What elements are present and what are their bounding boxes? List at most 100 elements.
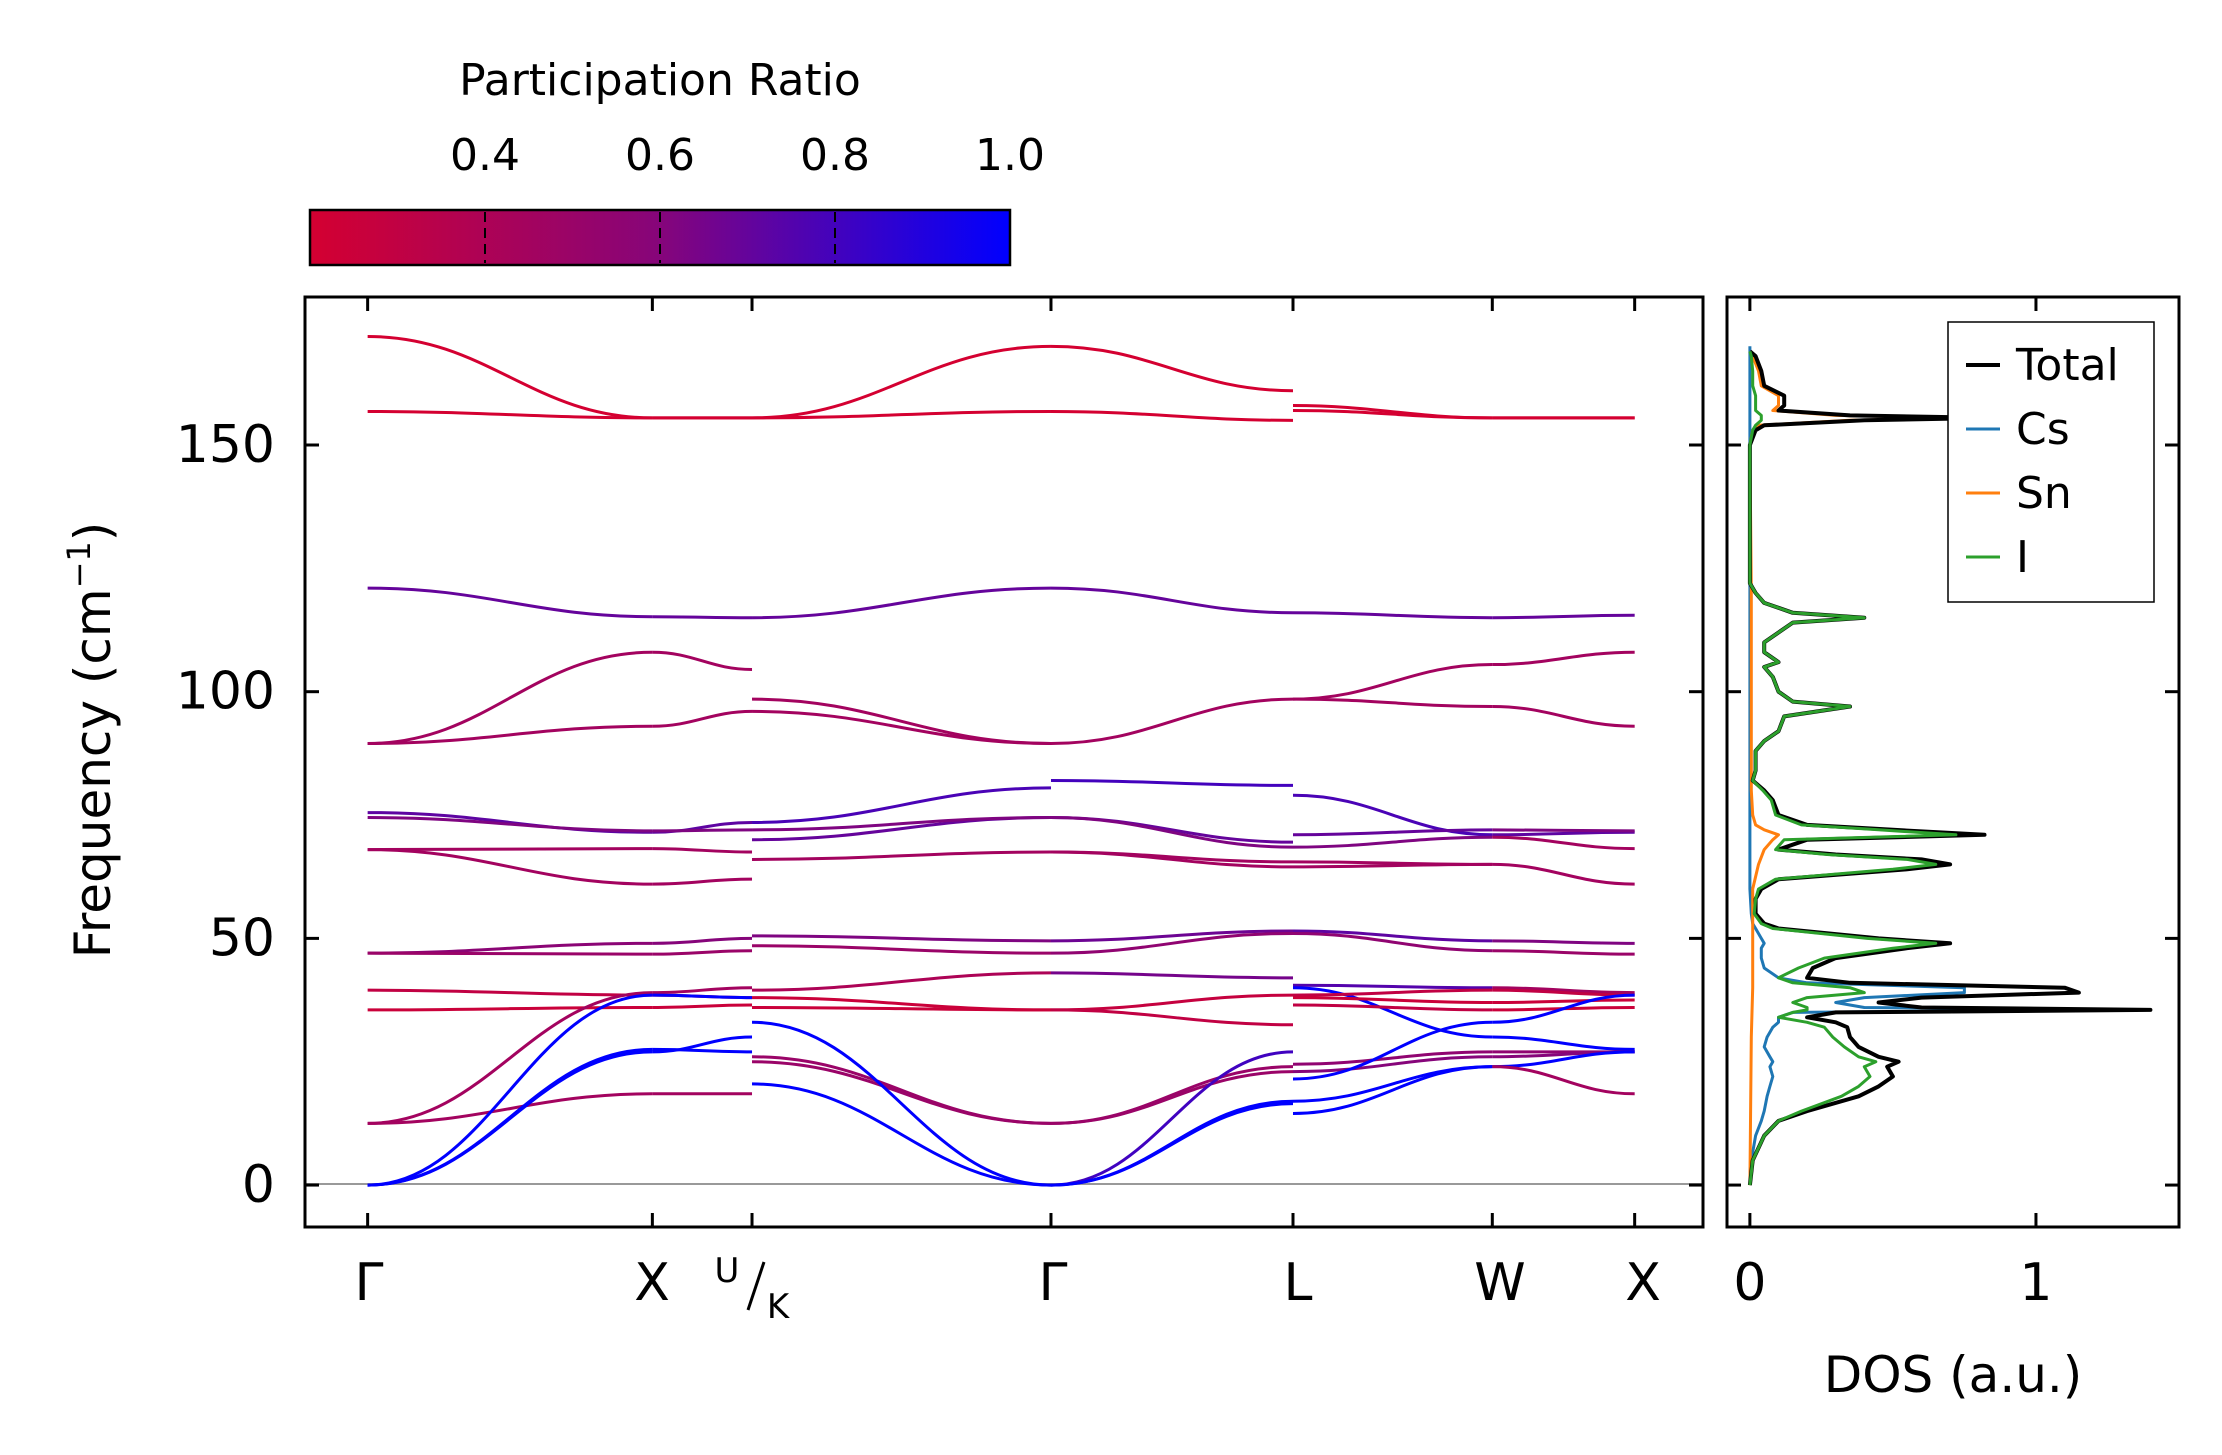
phonon-band-line xyxy=(752,697,1051,745)
phonon-band-line xyxy=(1492,993,1635,1024)
phonon-band-line xyxy=(367,1092,653,1125)
phonon-band-line xyxy=(1492,704,1635,728)
phonon-band-line xyxy=(367,1005,653,1012)
legend-label-cs: Cs xyxy=(2016,404,2070,455)
phonon-band-line xyxy=(367,586,653,619)
phonon-band-line xyxy=(652,650,753,671)
phonon-band-line xyxy=(1292,929,1493,943)
phonon-band-line xyxy=(1492,862,1635,886)
y-axis-label-sup: −1 xyxy=(60,541,98,588)
phonon-band-line xyxy=(1492,939,1635,945)
phonon-band-line xyxy=(1492,1065,1635,1096)
phonon-band-line xyxy=(367,993,653,1187)
phonon-band-line xyxy=(367,334,653,420)
dos-legend: Total Cs Sn I xyxy=(1947,321,2155,603)
phonon-band-line xyxy=(367,847,653,852)
colorbar-ticks: 0.4 0.6 0.8 1.0 xyxy=(450,130,1045,263)
kpoint-label-w: W xyxy=(1474,1253,1525,1313)
phonon-band-line xyxy=(1292,835,1493,849)
phonon-band-line xyxy=(1292,931,1493,953)
y-tick-label: 50 xyxy=(209,908,275,968)
phonon-band-line xyxy=(752,944,1051,955)
phonon-band-line xyxy=(1292,697,1493,708)
phonon-band-line xyxy=(1492,998,1635,1005)
dos-axes-frame xyxy=(1725,295,2181,1229)
phonon-band-line xyxy=(367,724,653,745)
phonon-band-line xyxy=(367,941,653,955)
phonon-band-line xyxy=(1050,1070,1294,1125)
colorbar-tick-label: 0.6 xyxy=(625,130,695,181)
phonon-band-line xyxy=(652,949,753,956)
y-tick-label: 150 xyxy=(176,415,275,475)
phonon-band-line xyxy=(752,786,1051,824)
kpoint-label-u-k: U K xyxy=(715,1251,791,1327)
colorbar-tick-label: 0.4 xyxy=(450,130,520,181)
legend-frame xyxy=(1947,321,2155,603)
phonon-band-line xyxy=(752,1020,1051,1187)
y-tick-label: 100 xyxy=(176,662,275,722)
phonon-band-line xyxy=(1492,949,1635,956)
phonon-band-line xyxy=(752,344,1051,420)
phonon-band-line xyxy=(752,409,1051,420)
y-axis-label-close: ) xyxy=(64,522,122,542)
phonon-band-line xyxy=(1292,793,1493,837)
phonon-band-line xyxy=(367,991,653,1125)
phonon-band-line xyxy=(367,409,653,420)
phonon-band-line xyxy=(1492,835,1635,851)
phonon-band-line xyxy=(1050,931,1294,955)
kpoint-label-u: U xyxy=(715,1251,740,1291)
phonon-band-line xyxy=(652,1047,753,1054)
phonon-bands xyxy=(367,334,1635,1187)
band-axes-frame xyxy=(303,295,1705,1229)
phonon-band-line xyxy=(1492,1050,1635,1069)
phonon-band-line xyxy=(752,1060,1051,1125)
phonon-band-line xyxy=(1492,650,1635,667)
phonon-band-line xyxy=(652,847,753,854)
phonon-band-line xyxy=(652,877,753,886)
phonon-band-line xyxy=(652,1035,753,1054)
phonon-band-line xyxy=(1292,983,1493,990)
phonon-band-line xyxy=(652,993,753,1000)
phonon-band-line xyxy=(1292,1020,1493,1081)
phonon-band-line xyxy=(652,709,753,728)
phonon-band-line xyxy=(652,986,753,995)
phonon-band-line xyxy=(1050,586,1294,615)
phonon-band-line xyxy=(1492,986,1635,995)
phonon-band-line xyxy=(752,709,1051,745)
phonon-band-line xyxy=(367,951,653,956)
phonon-band-line xyxy=(652,828,753,833)
phonon-band-line xyxy=(1292,1065,1493,1116)
phonon-band-line xyxy=(367,988,653,997)
phonon-band-line xyxy=(752,850,1051,861)
phonon-band-line xyxy=(1050,971,1294,980)
y-axis-ticks: 0 50 100 150 xyxy=(176,415,1703,1215)
phonon-band-line xyxy=(752,1005,1051,1012)
dos-curve-i xyxy=(1748,350,1958,1186)
phonon-band-line xyxy=(652,936,753,945)
colorbar: Participation Ratio 0.4 0.6 0.8 1.0 xyxy=(308,55,1045,267)
phonon-band-line xyxy=(1050,779,1294,787)
phonon-band-line xyxy=(1292,828,1493,837)
y-tick-label: 0 xyxy=(242,1155,275,1215)
phonon-band-line xyxy=(752,816,1051,832)
y-axis-label: Frequency (cm−1) xyxy=(60,522,122,959)
phonon-band-line xyxy=(752,934,1051,943)
phonon-band-line xyxy=(652,615,753,620)
kpoint-label-slash xyxy=(746,1261,766,1311)
phonon-band-line xyxy=(1492,830,1635,837)
phonon-band-line xyxy=(1292,862,1493,869)
phonon-band-line xyxy=(1292,408,1493,420)
phonon-band-line xyxy=(1292,663,1493,701)
phonon-band-line xyxy=(1050,1050,1294,1187)
phonon-band-line xyxy=(1050,816,1294,844)
colorbar-tick-label: 0.8 xyxy=(800,130,870,181)
legend-label-total: Total xyxy=(2015,340,2119,391)
kpoint-label-x-1: X xyxy=(634,1253,670,1313)
phonon-band-line xyxy=(367,848,653,886)
k-path-ticks xyxy=(366,297,1637,1227)
dos-x-tick-label: 1 xyxy=(2019,1253,2052,1313)
band-structure-panel: 0 50 100 150 Γ X U K Γ L W X Frequency (cm−… xyxy=(60,295,1705,1327)
phonon-band-line xyxy=(1050,1102,1294,1187)
phonon-band-line xyxy=(1292,986,1493,1039)
